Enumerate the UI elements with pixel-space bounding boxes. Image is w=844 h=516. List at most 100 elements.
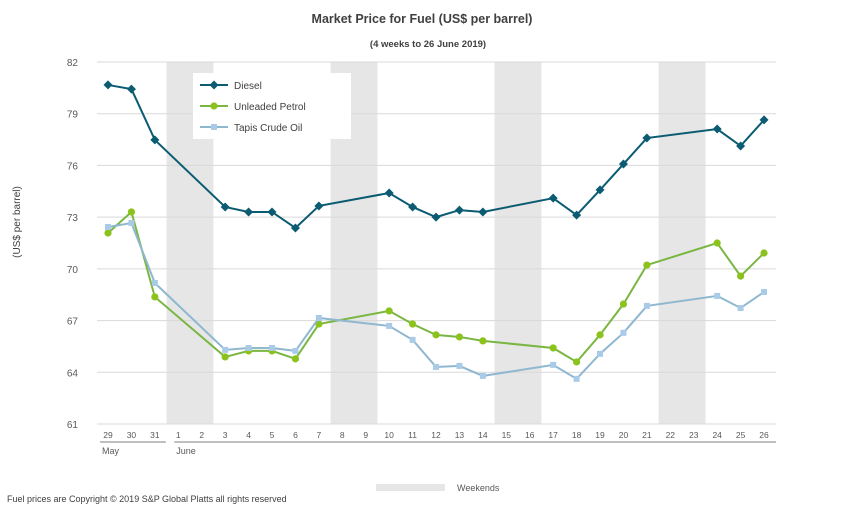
weekend-band <box>494 62 542 424</box>
y-tick-label: 82 <box>67 58 79 69</box>
legend-marker <box>209 80 219 90</box>
weekend-legend-swatch <box>376 484 445 491</box>
weekend-band <box>658 62 706 424</box>
legend-marker <box>211 124 217 130</box>
data-point <box>291 355 300 363</box>
x-tick-label: 22 <box>666 430 676 440</box>
data-point <box>643 261 651 269</box>
series-unleaded-petrol <box>104 208 768 366</box>
x-tick-label: 16 <box>525 430 535 440</box>
data-point <box>408 202 418 212</box>
data-point <box>431 212 441 222</box>
data-point <box>573 375 580 382</box>
month-label: June <box>176 446 196 456</box>
data-point <box>548 193 558 203</box>
data-point <box>595 185 605 195</box>
x-tick-label: 12 <box>431 430 441 440</box>
x-tick-label: 9 <box>363 430 368 440</box>
x-tick-label: 5 <box>270 430 275 440</box>
x-tick-label: 23 <box>689 430 699 440</box>
x-tick-label: 17 <box>548 430 558 440</box>
data-point <box>550 361 557 368</box>
y-tick-label: 70 <box>67 265 79 276</box>
data-point <box>222 346 229 353</box>
x-tick-label: 20 <box>619 430 629 440</box>
y-tick-label: 64 <box>67 368 79 379</box>
data-point <box>761 288 768 295</box>
data-point <box>128 220 135 227</box>
data-point <box>549 344 557 352</box>
y-tick-label: 73 <box>67 213 79 224</box>
data-point <box>315 314 322 321</box>
data-point <box>408 320 417 328</box>
data-point <box>597 350 604 357</box>
x-tick-label: 31 <box>150 430 160 440</box>
series-tapis-crude-oil <box>105 220 768 382</box>
x-tick-label: 13 <box>455 430 465 440</box>
x-tick-label: 29 <box>103 430 113 440</box>
x-tick-label: 15 <box>502 430 512 440</box>
x-tick-label: 1 <box>176 430 181 440</box>
chart-title: Market Price for Fuel (US$ per barrel) <box>312 12 533 26</box>
data-point <box>244 207 254 217</box>
data-point <box>269 344 276 351</box>
data-point <box>712 124 722 134</box>
data-point <box>433 363 440 370</box>
data-point <box>220 202 230 212</box>
legend-label: Diesel <box>234 81 262 92</box>
data-point <box>479 337 487 345</box>
data-point <box>456 362 463 369</box>
data-point <box>290 223 300 233</box>
data-point <box>759 115 769 125</box>
data-point <box>432 331 440 339</box>
data-point <box>151 279 158 286</box>
data-point <box>737 304 744 311</box>
weekend-legend-label: Weekends <box>457 483 500 493</box>
data-point <box>737 272 745 280</box>
data-point <box>384 188 394 198</box>
data-point <box>479 372 486 379</box>
x-tick-label: 21 <box>642 430 652 440</box>
data-point <box>127 208 136 216</box>
copyright-footer: Fuel prices are Copyright © 2019 S&P Glo… <box>7 494 287 504</box>
chart-subtitle: (4 weeks to 26 June 2019) <box>370 39 486 50</box>
x-tick-label: 11 <box>408 430 417 440</box>
data-point <box>713 239 721 247</box>
data-point <box>714 292 721 299</box>
y-tick-label: 61 <box>67 420 79 431</box>
x-tick-label: 8 <box>340 430 345 440</box>
data-point <box>150 135 160 145</box>
x-tick-label: 4 <box>246 430 251 440</box>
data-point <box>245 344 252 351</box>
x-tick-label: 25 <box>736 430 746 440</box>
x-tick-label: 18 <box>572 430 582 440</box>
data-point <box>292 347 299 354</box>
y-tick-label: 67 <box>67 317 79 328</box>
legend-label: Tapis Crude Oil <box>234 123 302 134</box>
x-tick-label: 14 <box>478 430 488 440</box>
y-tick-label: 79 <box>67 110 79 121</box>
series-diesel <box>103 80 769 233</box>
month-label: May <box>102 446 120 456</box>
data-point <box>221 353 229 361</box>
data-point <box>760 249 768 257</box>
data-point <box>314 201 324 211</box>
y-tick-label: 76 <box>67 161 79 172</box>
data-point <box>105 223 111 230</box>
data-point <box>103 80 113 90</box>
x-tick-label: 2 <box>199 430 204 440</box>
data-point <box>478 207 488 217</box>
data-point <box>386 322 393 329</box>
legend-label: Unleaded Petrol <box>234 102 306 113</box>
data-point <box>642 133 652 143</box>
data-point <box>736 141 746 151</box>
legend-marker <box>210 102 218 110</box>
data-point <box>454 205 464 215</box>
y-axis-label: (US$ per barrel) <box>12 186 23 258</box>
x-tick-label: 3 <box>223 430 228 440</box>
data-point <box>455 333 464 341</box>
data-point <box>126 84 136 94</box>
data-point <box>572 210 582 220</box>
data-point <box>573 358 581 366</box>
